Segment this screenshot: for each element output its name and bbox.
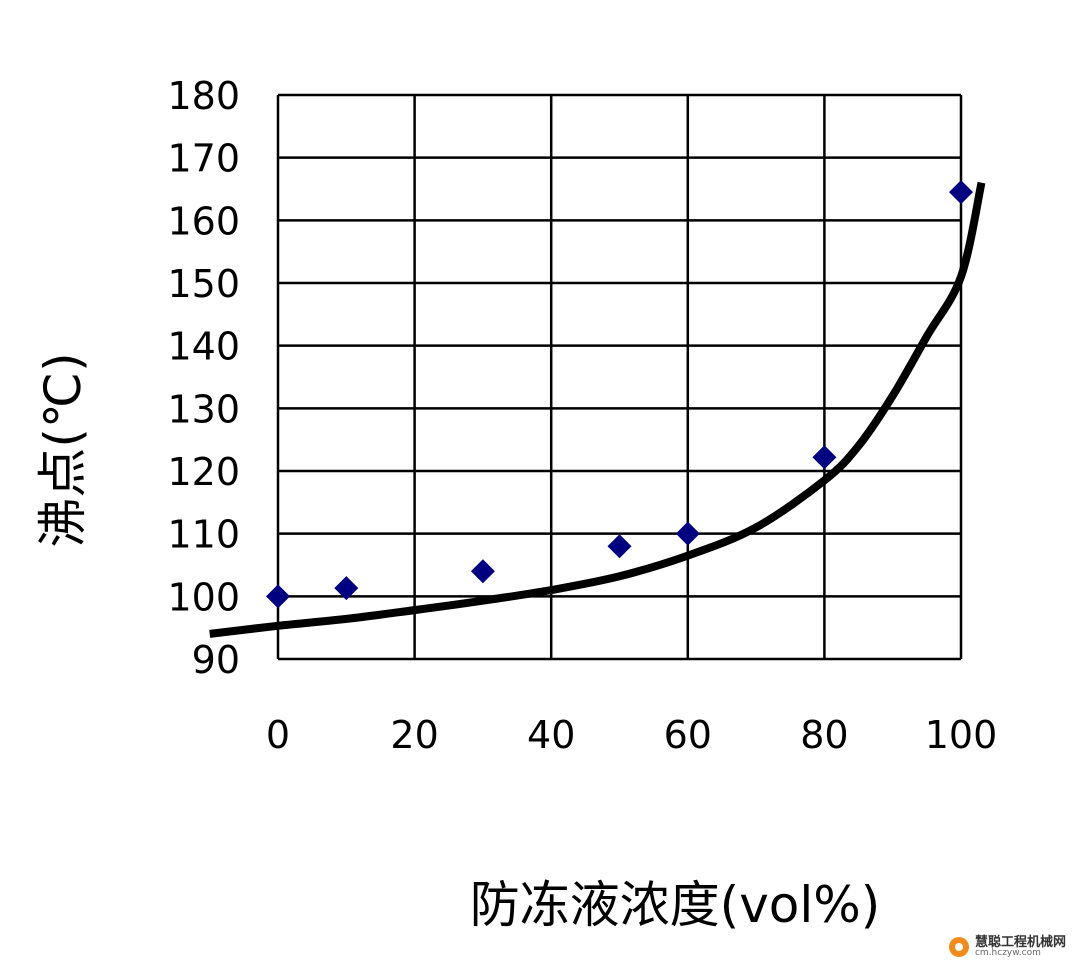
- data-points: [266, 180, 973, 609]
- data-point-diamond: [675, 521, 700, 546]
- y-tick-label: 90: [192, 638, 240, 682]
- x-tick-label: 80: [800, 713, 848, 757]
- data-point-diamond: [812, 445, 837, 470]
- watermark-url: cm.hczyw.com: [974, 948, 1041, 958]
- hc-logo-icon: [948, 937, 969, 957]
- watermark: 慧聪工程机械网 cm.hczyw.com: [948, 936, 1066, 958]
- trend-curve: [209, 181, 986, 638]
- x-axis-title: 防冻液浓度(vol%): [470, 876, 881, 934]
- y-axis-title: 沸点(℃): [34, 352, 92, 547]
- x-tick-labels: 0 20 40 60 80 100: [266, 713, 997, 757]
- y-tick-labels: 90 100 110 120 130 140 150 160 170 180: [167, 74, 240, 682]
- y-tick-label: 160: [167, 199, 240, 243]
- x-tick-label: 0: [266, 713, 290, 757]
- watermark-name: 慧聪工程机械网: [974, 935, 1066, 950]
- y-tick-label: 110: [167, 513, 240, 557]
- y-tick-label: 150: [167, 262, 240, 306]
- x-tick-label: 40: [527, 713, 575, 757]
- data-point-diamond: [334, 576, 359, 601]
- data-point-diamond: [607, 534, 632, 559]
- y-tick-label: 100: [167, 575, 240, 619]
- data-point-diamond: [266, 584, 290, 609]
- x-tick-label: 20: [390, 713, 438, 757]
- y-tick-label: 180: [167, 74, 240, 118]
- x-tick-label: 100: [925, 713, 998, 757]
- data-point-diamond: [949, 180, 973, 205]
- y-tick-label: 120: [167, 450, 240, 494]
- data-point-diamond: [470, 559, 495, 584]
- x-tick-label: 60: [664, 713, 712, 757]
- y-tick-label: 170: [167, 137, 240, 181]
- trend-line: [209, 181, 986, 638]
- y-tick-label: 130: [167, 387, 240, 431]
- watermark-text: 慧聪工程机械网 cm.hczyw.com: [975, 936, 1066, 958]
- grid: [276, 93, 963, 661]
- y-tick-label: 140: [167, 325, 240, 369]
